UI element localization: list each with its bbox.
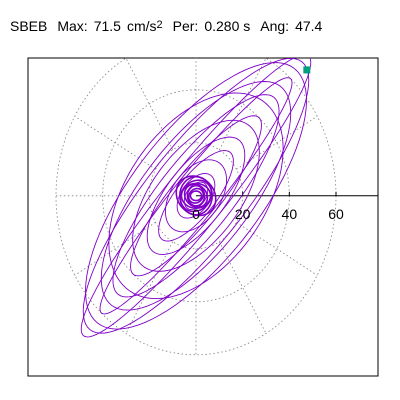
trace-loop-12 xyxy=(176,173,216,219)
trace-loop-2 xyxy=(85,62,307,330)
angle-label: Ang: xyxy=(260,18,290,34)
motion-trace xyxy=(80,58,312,338)
trace-loop-6 xyxy=(108,92,284,300)
max-unit-exponent: 2 xyxy=(156,19,163,31)
trace-loop-8 xyxy=(132,119,260,272)
plot-frame xyxy=(27,57,379,377)
max-value: 71.5 xyxy=(93,18,121,34)
origin-cluster xyxy=(175,175,217,217)
trace-loop-11 xyxy=(164,159,228,233)
end-marker xyxy=(303,66,311,74)
station-code: SBEB xyxy=(10,18,48,34)
tick-label-60: 60 xyxy=(328,206,344,222)
markers xyxy=(303,66,311,74)
trace-loop-1 xyxy=(82,58,310,334)
polar-spoke-330 xyxy=(236,221,318,276)
trace-loop-7 xyxy=(130,115,262,277)
tick-labels: 0 20 40 60 xyxy=(192,206,344,222)
tick-label-20: 20 xyxy=(235,206,251,222)
tick-label-0: 0 xyxy=(192,206,200,222)
tick-label-40: 40 xyxy=(282,206,298,222)
polar-spoke-240 xyxy=(125,241,174,334)
polar-spoke-60 xyxy=(218,58,267,151)
max-unit: cm/s xyxy=(126,18,157,34)
polar-spoke-150 xyxy=(74,115,156,170)
max-label: Max: xyxy=(57,18,88,34)
period-value: 0.280 s xyxy=(204,18,251,34)
trace-loop-10 xyxy=(158,150,234,242)
trace-loop-9 xyxy=(146,136,246,255)
trace-loop-4 xyxy=(100,81,292,311)
polar-spoke-300 xyxy=(218,241,267,334)
trace-loop-0 xyxy=(80,58,312,338)
plot-header: SBEB Max: 71.5 cm/s 2 Per: 0.280 s Ang: … xyxy=(10,18,322,38)
trace-loop-5 xyxy=(112,94,280,298)
period-label: Per: xyxy=(172,18,199,34)
angle-value: 47.4 xyxy=(295,18,323,34)
polar-spoke-120 xyxy=(125,58,174,151)
